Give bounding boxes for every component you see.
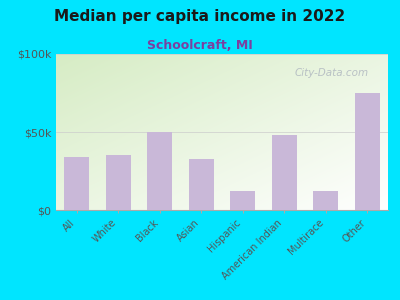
Bar — [189, 158, 214, 210]
Bar — [64, 157, 89, 210]
Text: Median per capita income in 2022: Median per capita income in 2022 — [54, 9, 346, 24]
Bar — [355, 93, 380, 210]
Text: Schoolcraft, MI: Schoolcraft, MI — [147, 39, 253, 52]
Text: City-Data.com: City-Data.com — [295, 68, 369, 78]
Bar — [106, 155, 131, 210]
Bar — [230, 191, 255, 210]
Bar — [313, 191, 338, 210]
Bar — [272, 135, 297, 210]
Bar — [147, 132, 172, 210]
